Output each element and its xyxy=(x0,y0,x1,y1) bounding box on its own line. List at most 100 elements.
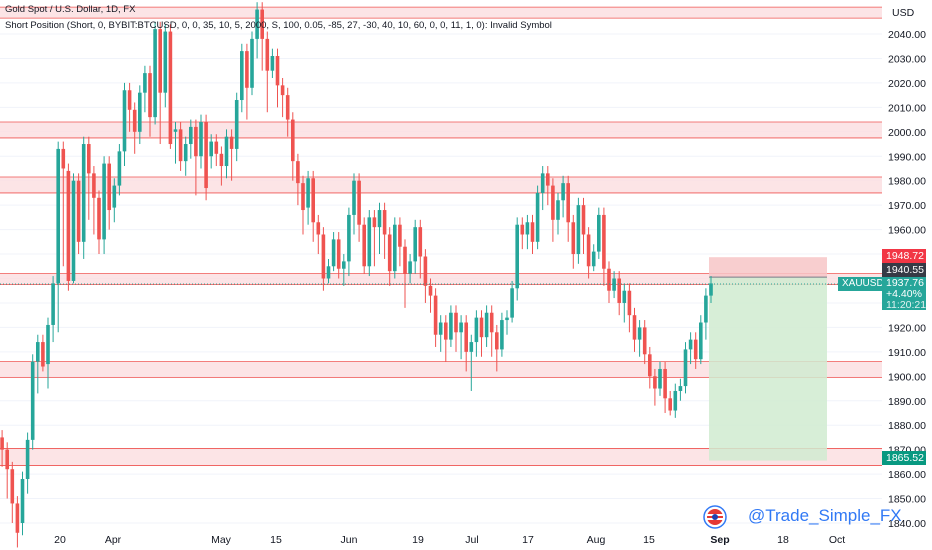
candle-down xyxy=(648,354,652,377)
candle-down xyxy=(291,119,295,162)
candle-down xyxy=(321,234,326,279)
candle-up xyxy=(234,100,239,149)
candle-up xyxy=(163,31,168,93)
price-tick-label: 1990.00 xyxy=(888,151,926,163)
candle-down xyxy=(311,178,315,223)
candle-up xyxy=(173,129,178,132)
candle-up xyxy=(352,180,356,215)
candle-down xyxy=(194,126,198,157)
candle-down xyxy=(245,51,249,88)
candle-down xyxy=(316,222,321,235)
candle-down xyxy=(132,109,137,132)
candle-up xyxy=(306,178,310,208)
time-tick-label: Jul xyxy=(465,534,478,546)
candle-down xyxy=(571,222,576,255)
zone-band xyxy=(0,7,882,19)
candle-down xyxy=(581,205,586,235)
take-profit-area xyxy=(709,277,827,461)
candle-up xyxy=(699,322,703,360)
zone-band xyxy=(0,122,882,138)
candle-up xyxy=(438,322,443,335)
candle-down xyxy=(464,322,468,352)
price-tick-label: 1900.00 xyxy=(888,371,926,383)
candle-down xyxy=(607,268,611,291)
candle-down xyxy=(668,398,672,411)
candle-down xyxy=(219,153,224,167)
candle-down xyxy=(229,136,234,149)
candle-up xyxy=(81,144,86,242)
candle-up xyxy=(622,290,627,303)
candle-up xyxy=(683,349,688,387)
time-tick-label: 15 xyxy=(643,534,655,546)
price-tick-label: 1860.00 xyxy=(888,469,926,481)
candle-up xyxy=(46,324,50,365)
candle-down xyxy=(362,224,366,267)
price-tick-label: 1840.00 xyxy=(888,518,926,530)
candle-down xyxy=(602,214,606,269)
candle-down xyxy=(107,163,111,211)
candle-up xyxy=(199,122,203,157)
candle-down xyxy=(296,161,300,184)
candle-down xyxy=(418,227,423,257)
candle-up xyxy=(658,368,662,389)
candle-up xyxy=(112,185,117,208)
candle-down xyxy=(520,224,525,235)
candle-up xyxy=(367,217,372,267)
time-tick-label: 15 xyxy=(270,534,282,546)
candle-up xyxy=(556,200,560,220)
candle-up xyxy=(591,251,596,267)
candle-up xyxy=(51,283,55,325)
time-tick-label: Jun xyxy=(341,534,358,546)
candle-up xyxy=(240,51,244,101)
candle-up xyxy=(122,90,127,152)
price-tick-label: 1980.00 xyxy=(888,176,926,188)
candle-up xyxy=(413,227,417,262)
candle-up xyxy=(597,214,601,252)
candle-up xyxy=(612,278,616,291)
candle-up xyxy=(540,173,545,193)
candle-down xyxy=(41,342,45,367)
candle-down xyxy=(454,312,458,333)
candle-down xyxy=(357,180,361,225)
price-change-value: +4.40% xyxy=(886,288,922,300)
currency-label[interactable]: USD xyxy=(892,7,915,19)
support-resistance-zones xyxy=(0,6,882,466)
candle-up xyxy=(153,29,157,118)
price-tick-label: 1970.00 xyxy=(888,200,926,212)
price-tick-label: 1920.00 xyxy=(888,322,926,334)
candle-down xyxy=(617,278,621,303)
candle-up xyxy=(709,283,713,296)
time-tick-label: Oct xyxy=(829,534,845,546)
candle-down xyxy=(76,180,81,242)
candle-up xyxy=(474,317,479,343)
candle-up xyxy=(505,317,509,321)
price-tick-label: 2040.00 xyxy=(888,29,926,41)
time-tick-label: 20 xyxy=(54,534,66,546)
candle-up xyxy=(673,390,678,411)
candle-down xyxy=(428,285,433,296)
candle-down xyxy=(148,73,152,118)
candle-up xyxy=(515,224,519,289)
time-tick-label: 17 xyxy=(522,534,534,546)
candle-down xyxy=(632,315,637,340)
stop-loss-area xyxy=(709,257,827,278)
candle-up xyxy=(484,312,489,338)
time-axis[interactable]: 20 Apr May 15 Jun 19 Jul 17 Aug 15 Sep 18 Oct xyxy=(54,534,845,546)
candle-down xyxy=(372,217,377,228)
candle-down xyxy=(495,332,499,350)
candle-down xyxy=(586,234,591,267)
candle-up xyxy=(117,151,122,186)
price-tick-label: 1880.00 xyxy=(888,420,926,432)
candle-down xyxy=(285,95,290,120)
candle-up xyxy=(377,210,382,228)
candle-up xyxy=(138,92,142,132)
indicator-legend[interactable]: Short Position (Short, 0, BYBIT:BTCUSD, … xyxy=(5,20,552,31)
candle-down xyxy=(423,256,428,286)
candle-up xyxy=(393,224,397,272)
candle-down xyxy=(489,312,494,333)
price-tick-label: 2010.00 xyxy=(888,102,926,114)
candle-down xyxy=(0,437,4,450)
short-position-tool[interactable] xyxy=(709,257,827,461)
candle-up xyxy=(500,320,504,350)
